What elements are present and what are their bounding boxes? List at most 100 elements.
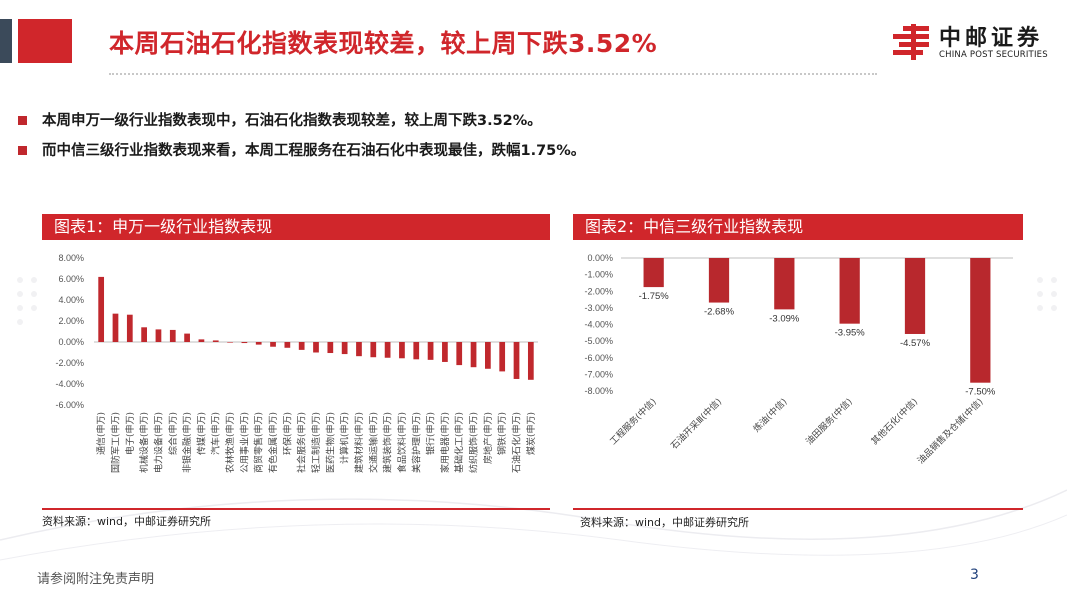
y-tick-label: -1.00%: [584, 270, 613, 280]
bar: [839, 258, 860, 324]
bar: [126, 314, 133, 342]
bar: [399, 342, 405, 359]
category-label: 油田服务(中信): [803, 396, 855, 448]
y-tick-label: -3.00%: [584, 303, 613, 313]
y-tick-label: -7.00%: [584, 369, 613, 379]
bar: [774, 258, 795, 310]
bar: [284, 342, 291, 348]
disclaimer-footer: 请参阅附注免责声明: [37, 572, 155, 587]
category-label: 社会服务(申万): [296, 412, 308, 473]
category-label: 油品销售及仓储(中信): [915, 396, 986, 467]
category-label: 交通运输(申万): [367, 412, 379, 473]
bar: [155, 329, 162, 342]
header-accent-dark: [0, 19, 12, 63]
logo-chinese-name: 中邮证券: [939, 26, 1044, 51]
category-label: 工程服务(中信): [607, 396, 659, 448]
china-post-logo-icon: [893, 24, 929, 60]
chart2-header: 图表2：中信三级行业指数表现: [573, 214, 1023, 240]
bar: [384, 342, 391, 358]
bar: [356, 342, 362, 357]
bar: [370, 342, 377, 358]
company-logo: 中邮证券 CHINA POST SECURITIES: [889, 20, 1059, 70]
y-tick-label: 0.00%: [587, 253, 613, 263]
chart1-source: 资料来源：wind，中邮证券研究所: [42, 515, 212, 528]
category-label: 房地产(申万): [482, 412, 494, 464]
category-label: 机械设备(申万): [138, 412, 150, 473]
y-tick-label: 4.00%: [58, 295, 84, 305]
bar: [212, 340, 219, 342]
chart2-source: 资料来源：wind，中邮证券研究所: [580, 516, 750, 529]
bar: [313, 342, 319, 353]
bar: [485, 342, 491, 369]
category-label: 非银金融(申万): [181, 412, 193, 473]
bar: [456, 342, 463, 366]
data-label: -2.68%: [704, 307, 735, 318]
category-label: 医药生物(申万): [324, 412, 336, 473]
category-label: 银行(申万): [425, 412, 437, 455]
bar: [270, 342, 276, 347]
data-label: -4.57%: [900, 338, 931, 349]
category-label: 钢铁(申万): [496, 412, 508, 455]
bar: [904, 258, 926, 334]
y-tick-label: -5.00%: [584, 336, 613, 346]
data-label: -3.95%: [835, 328, 866, 339]
bullet-item: 本周申万一级行业指数表现中，石油石化指数表现较差，较上周下跌3.52%。: [18, 110, 585, 140]
bullet-marker-icon: [18, 146, 27, 155]
bar: [470, 342, 477, 368]
bullet-item: 而中信三级行业指数表现来看，本周工程服务在石油石化中表现最佳，跌幅1.75%。: [18, 140, 585, 170]
y-tick-label: 8.00%: [58, 253, 84, 263]
y-tick-label: -4.00%: [584, 320, 613, 330]
category-label: 电子(申万): [124, 412, 136, 455]
category-label: 电力设备(申万): [152, 412, 164, 473]
y-tick-label: -4.00%: [55, 379, 84, 389]
category-label: 基础化工(申万): [453, 412, 465, 473]
bar: [513, 342, 520, 379]
y-tick-label: 2.00%: [58, 316, 84, 326]
chart1-sw-industry-bar-chart: 8.00% 6.00% 4.00% 2.00% 0.00% -2.00% -4.00% -6.…: [55, 253, 538, 473]
y-tick-label: 0.00%: [58, 337, 84, 347]
summary-bullets: 本周申万一级行业指数表现中，石油石化指数表现较差，较上周下跌3.52%。 而中信…: [18, 110, 585, 170]
page-number: 3: [970, 567, 979, 583]
y-tick-label: -6.00%: [584, 353, 613, 363]
bar: [184, 333, 190, 342]
bar: [413, 342, 420, 360]
y-tick-label: -8.00%: [584, 386, 613, 396]
bar: [169, 329, 176, 342]
chart1-bottom-rule: [42, 508, 550, 510]
category-label: 有色金属(申万): [267, 412, 279, 473]
bar: [643, 258, 664, 288]
category-label: 商贸零售(申万): [253, 412, 265, 473]
category-label: 计算机(申万): [339, 412, 351, 464]
bar: [112, 313, 119, 342]
category-label: 石油石化(申万): [511, 412, 523, 473]
bar: [227, 342, 233, 343]
category-label: 美容护理(申万): [410, 412, 422, 473]
category-label: 环保(申万): [281, 412, 293, 455]
data-label: -7.50%: [965, 387, 996, 398]
category-label: 轻工制造(申万): [310, 412, 322, 473]
category-label: 石油开采Ⅲ(中信): [668, 396, 724, 452]
bar: [708, 258, 730, 303]
category-label: 纺织服饰(申万): [468, 412, 480, 473]
category-label: 食品饮料(申万): [396, 412, 408, 473]
bar: [327, 342, 334, 354]
bar: [241, 342, 248, 344]
chart2-bottom-rule: [573, 508, 1023, 510]
bar: [341, 342, 348, 355]
data-label: -3.09%: [769, 313, 800, 324]
y-tick-label: -6.00%: [55, 400, 84, 410]
header-accent-red: [18, 19, 72, 63]
y-tick-label: -2.00%: [55, 358, 84, 368]
category-label: 其他石化(中信): [868, 396, 920, 448]
bar: [970, 258, 991, 383]
category-label: 国防军工(申万): [109, 412, 121, 473]
category-label: 公用事业(申万): [238, 412, 250, 473]
bullet-text: 本周申万一级行业指数表现中，石油石化指数表现较差，较上周下跌3.52%。: [42, 113, 542, 129]
category-label: 传媒(申万): [195, 412, 207, 455]
bar: [499, 342, 506, 372]
bar: [198, 339, 205, 342]
bar: [527, 342, 534, 380]
category-label: 通信(申万): [95, 412, 107, 455]
bar: [442, 342, 448, 362]
category-label: 建筑装饰(申万): [382, 412, 394, 473]
